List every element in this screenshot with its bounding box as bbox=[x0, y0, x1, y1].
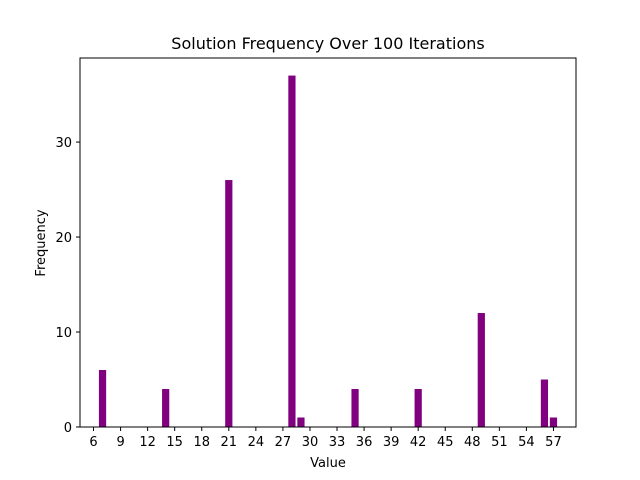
x-tick-label: 57 bbox=[545, 435, 562, 450]
x-tick-label: 24 bbox=[248, 435, 265, 450]
y-tick-label: 10 bbox=[55, 326, 72, 341]
x-tick-label: 30 bbox=[302, 435, 319, 450]
bar-7 bbox=[98, 370, 107, 427]
x-tick-label: 45 bbox=[437, 435, 454, 450]
bars bbox=[98, 75, 558, 428]
x-tick-label: 33 bbox=[329, 435, 346, 450]
y-tick-label: 30 bbox=[55, 136, 72, 151]
x-tick-label: 18 bbox=[193, 435, 210, 450]
chart-title: Solution Frequency Over 100 Iterations bbox=[171, 34, 484, 53]
bar-35 bbox=[351, 389, 359, 427]
x-tick-label: 21 bbox=[221, 435, 238, 450]
bar-29 bbox=[297, 417, 305, 427]
x-tick-label: 6 bbox=[89, 435, 97, 450]
x-tick-label: 9 bbox=[116, 435, 124, 450]
x-axis-ticks: 6 9 12 15 18 21 24 27 30 33 36 39 42 45 48 51 54 57 bbox=[89, 427, 562, 450]
x-tick-label: 15 bbox=[166, 435, 183, 450]
bar-28 bbox=[288, 75, 296, 428]
x-tick-label: 54 bbox=[518, 435, 535, 450]
bar-14 bbox=[162, 389, 170, 427]
x-axis-label: Value bbox=[310, 456, 346, 471]
x-tick-label: 48 bbox=[464, 435, 481, 450]
y-tick-label: 0 bbox=[64, 421, 72, 436]
x-tick-label: 51 bbox=[491, 435, 508, 450]
x-tick-label: 42 bbox=[410, 435, 427, 450]
bar-21 bbox=[225, 180, 233, 427]
x-tick-label: 36 bbox=[356, 435, 373, 450]
x-tick-label: 12 bbox=[139, 435, 156, 450]
y-axis-label: Frequency bbox=[34, 209, 49, 276]
axes-frame bbox=[79, 57, 577, 428]
y-axis-ticks: 0 10 20 30 bbox=[55, 136, 80, 436]
bar-49 bbox=[477, 313, 485, 427]
bar-57 bbox=[549, 417, 558, 427]
y-tick-label: 20 bbox=[55, 231, 72, 246]
x-tick-label: 39 bbox=[383, 435, 400, 450]
bar-42 bbox=[414, 389, 422, 427]
x-tick-label: 27 bbox=[275, 435, 292, 450]
bar-56 bbox=[540, 379, 549, 427]
